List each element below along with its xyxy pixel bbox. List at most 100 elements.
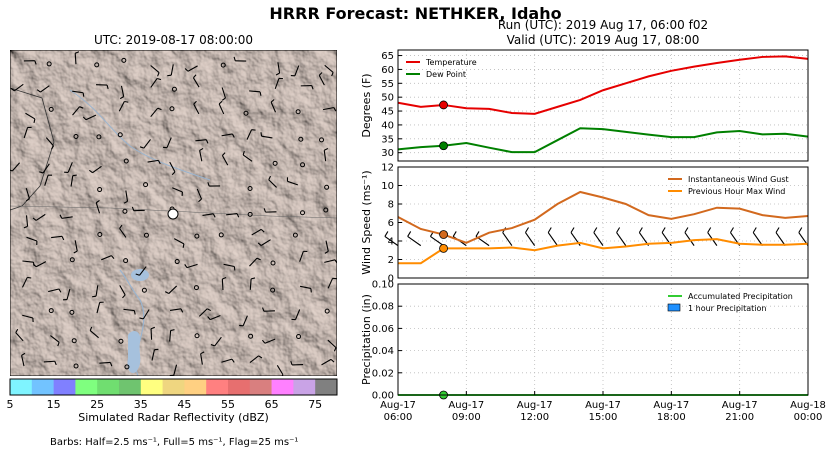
wind-barb — [50, 335, 60, 343]
wind-barb-feather — [525, 227, 529, 233]
legend-swatch — [667, 303, 681, 312]
colorbar-tick-label: 45 — [177, 398, 191, 411]
wind-barb-feather — [268, 175, 272, 180]
map-time-label: UTC: 2019-08-17 08:00:00 — [93, 33, 254, 47]
wind-barb-feather — [407, 231, 412, 237]
wind-barb — [70, 175, 74, 187]
wind-barb-feather — [318, 72, 323, 76]
wind-barb-feather — [106, 84, 109, 90]
y-tick-label: 55 — [381, 79, 394, 90]
wind-barb-feather — [123, 200, 128, 204]
y-tick-label: 6 — [388, 218, 394, 229]
wind-barb-feather — [95, 199, 100, 204]
wind-barb-feather — [75, 51, 80, 54]
calm-wind-marker — [97, 232, 103, 238]
wind-barb-feather — [330, 358, 335, 363]
barbs-legend-note: Barbs: Half=2.5 ms⁻¹, Full=5 ms⁻¹, Flag=… — [50, 437, 299, 448]
wind-barb-feather — [452, 231, 457, 237]
calm-wind-marker — [272, 160, 278, 166]
wind-barb — [327, 278, 334, 289]
current-time-marker — [439, 230, 448, 239]
wind-barb — [318, 75, 325, 86]
calm-wind-marker — [220, 62, 226, 68]
current-time-marker — [439, 100, 448, 110]
calm-wind-marker — [300, 162, 306, 168]
wind-barb-feather — [290, 360, 293, 366]
wind-barb — [85, 114, 97, 121]
calm-wind-marker — [324, 308, 330, 314]
wind-barb — [61, 216, 73, 219]
y-tick-label: 60 — [381, 65, 394, 76]
wind-barb — [119, 285, 126, 296]
colorbar-cell — [228, 379, 251, 395]
wind-barb-feather — [199, 147, 204, 151]
calm-wind-marker — [121, 57, 127, 63]
calm-wind-marker — [122, 208, 128, 214]
wind-barb — [25, 187, 30, 199]
calm-wind-marker — [48, 308, 54, 314]
wind-barb-feather — [170, 329, 175, 332]
wind-barb — [11, 162, 21, 172]
wind-barb — [299, 251, 304, 262]
calm-wind-marker — [319, 137, 325, 143]
wind-barb — [118, 101, 125, 112]
y-tick-label: 30 — [381, 148, 394, 159]
calm-wind-marker — [298, 136, 304, 142]
wind-barb — [221, 358, 233, 363]
colorbar-tick-label: 75 — [308, 398, 322, 411]
wind-barb — [119, 228, 127, 238]
wind-barb — [192, 77, 200, 88]
y-tick-label: 0.04 — [372, 346, 394, 357]
y-tick-label: 45 — [381, 107, 394, 118]
colorbar-label: Simulated Radar Reflectivity (dBZ) — [78, 411, 269, 424]
wind-barb-feather — [23, 225, 28, 229]
colorbar-cell — [271, 379, 294, 395]
series-line — [398, 238, 809, 265]
x-tick-label: 06:00 — [384, 412, 413, 423]
colorbar-tick-label: 35 — [134, 398, 148, 411]
calm-wind-marker — [171, 86, 177, 92]
wind-barb — [173, 364, 178, 376]
wind-barb-feather — [250, 277, 256, 280]
legend-label: Temperature — [425, 58, 477, 67]
wind-barb — [324, 64, 334, 73]
wind-barb-feather — [192, 74, 197, 79]
wind-barb — [430, 235, 444, 247]
wind-barb — [169, 161, 176, 173]
wind-barb-feather — [221, 152, 226, 156]
wind-barb-feather — [124, 100, 129, 103]
wind-barb — [95, 202, 101, 214]
wind-barb — [89, 330, 99, 339]
wind-barb — [242, 315, 248, 327]
series-line — [397, 55, 809, 115]
y-axis-label: Wind Speed (ms⁻¹) — [360, 170, 373, 274]
main-title: HRRR Forecast: NETHKER, Idaho — [269, 4, 562, 23]
x-tick-label: Aug-18 — [790, 400, 826, 411]
wind-barb-feather — [275, 72, 280, 76]
colorbar-cell — [75, 379, 98, 395]
wind-barb — [199, 150, 203, 162]
wind-barb-feather — [221, 97, 226, 101]
wind-barb-feather — [260, 132, 263, 137]
wind-barb — [170, 64, 174, 76]
wind-barb — [23, 127, 29, 139]
current-time-marker — [439, 141, 448, 151]
wind-barb — [95, 285, 99, 297]
calm-wind-marker — [270, 260, 276, 266]
colorbar-cell — [162, 379, 185, 395]
wind-barb — [195, 139, 207, 142]
x-tick-label: Aug-17 — [722, 400, 758, 411]
x-tick-label: Aug-17 — [585, 400, 621, 411]
wind-barb-feather — [198, 198, 202, 203]
wind-barb-feather — [200, 351, 205, 355]
y-tick-label: 35 — [381, 134, 394, 145]
wind-barb — [502, 232, 513, 246]
wind-barb-feather — [25, 198, 30, 202]
y-axis-label: Degrees (F) — [360, 73, 373, 137]
wind-barb — [21, 277, 28, 288]
calm-wind-marker — [94, 62, 100, 68]
calm-wind-marker — [143, 182, 149, 188]
wind-barb — [44, 175, 49, 186]
wind-barb — [48, 288, 60, 293]
